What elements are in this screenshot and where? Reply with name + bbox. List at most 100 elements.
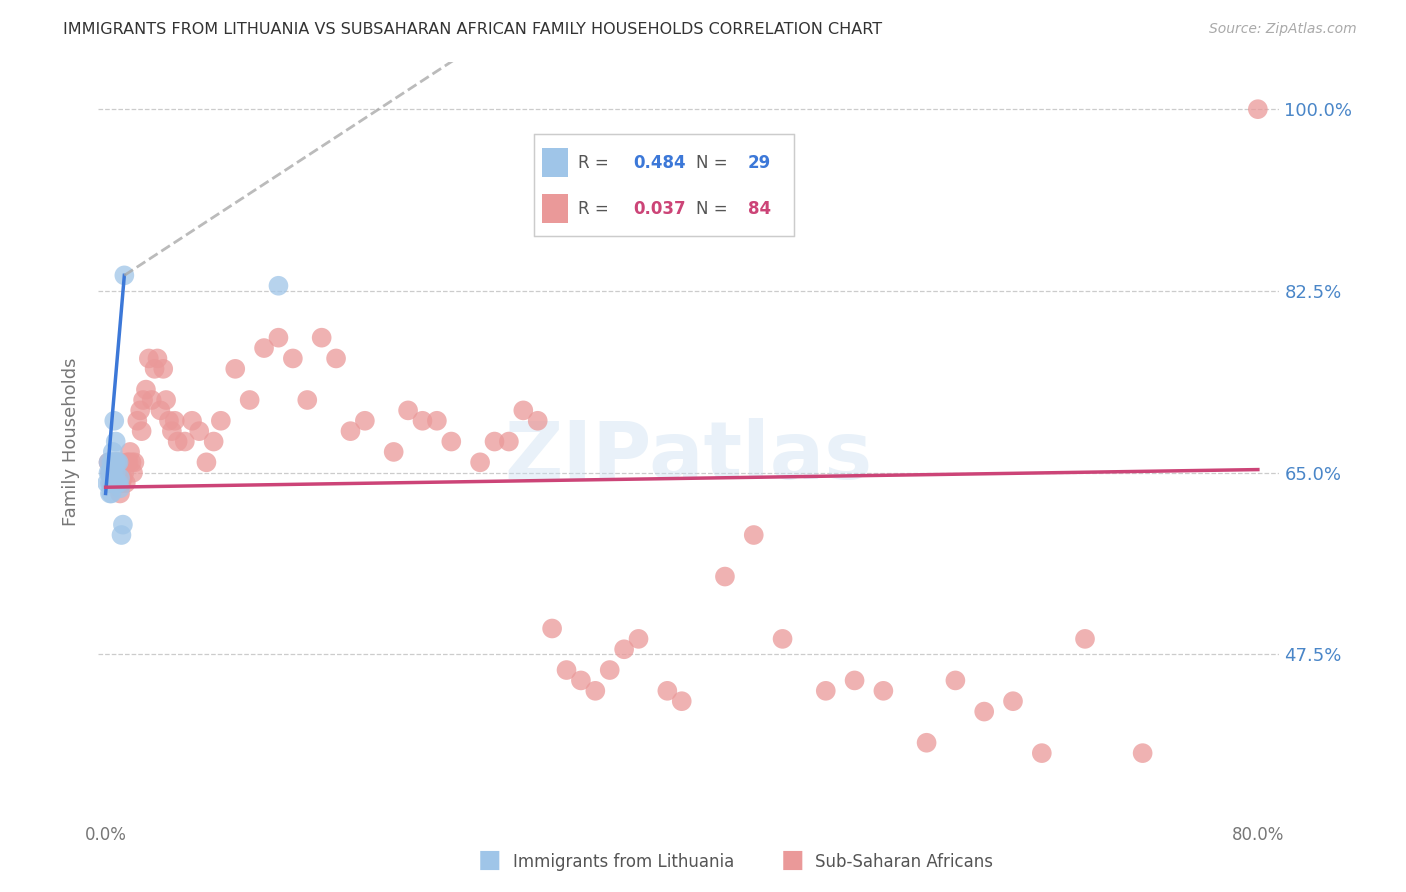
- Point: [101, 445, 124, 459]
- Point: [107, 455, 129, 469]
- Text: ZIPatlas: ZIPatlas: [505, 417, 873, 496]
- Point: [973, 705, 995, 719]
- Point: [100, 486, 122, 500]
- Point: [124, 455, 146, 469]
- Point: [627, 632, 650, 646]
- Point: [239, 392, 262, 407]
- Point: [104, 466, 127, 480]
- Point: [311, 331, 333, 345]
- Point: [98, 486, 121, 500]
- Text: N =: N =: [696, 200, 733, 218]
- Point: [101, 476, 124, 491]
- Point: [97, 466, 120, 480]
- Point: [97, 455, 120, 469]
- Text: R =: R =: [578, 153, 614, 171]
- Point: [671, 694, 693, 708]
- Point: [267, 278, 290, 293]
- Point: [120, 445, 142, 459]
- Text: 0.484: 0.484: [633, 153, 686, 171]
- Point: [122, 466, 145, 480]
- Point: [157, 414, 180, 428]
- Point: [526, 414, 548, 428]
- Point: [396, 403, 419, 417]
- Point: [281, 351, 304, 366]
- Point: [138, 351, 160, 366]
- Point: [253, 341, 276, 355]
- Point: [96, 476, 118, 491]
- Point: [1132, 746, 1154, 760]
- Point: [115, 455, 138, 469]
- Point: [166, 434, 188, 449]
- Point: [297, 392, 319, 407]
- Point: [112, 268, 135, 283]
- Point: [98, 466, 121, 480]
- Point: [512, 403, 534, 417]
- Point: [108, 486, 131, 500]
- Point: [155, 392, 177, 407]
- Point: [583, 683, 606, 698]
- Point: [114, 476, 136, 491]
- Text: R =: R =: [578, 200, 614, 218]
- Point: [103, 455, 125, 469]
- Text: 84: 84: [748, 200, 770, 218]
- Point: [104, 455, 127, 469]
- Point: [131, 424, 153, 438]
- Point: [1074, 632, 1097, 646]
- Point: [111, 517, 134, 532]
- Point: [107, 455, 129, 469]
- Point: [152, 361, 174, 376]
- Point: [103, 476, 125, 491]
- Point: [267, 331, 290, 345]
- Text: Immigrants from Lithuania: Immigrants from Lithuania: [513, 853, 734, 871]
- Point: [772, 632, 794, 646]
- Text: Source: ZipAtlas.com: Source: ZipAtlas.com: [1209, 22, 1357, 37]
- Point: [1247, 102, 1270, 116]
- Point: [101, 476, 124, 491]
- Point: [97, 455, 120, 469]
- Point: [98, 466, 121, 480]
- Point: [915, 736, 938, 750]
- Point: [555, 663, 578, 677]
- Point: [108, 471, 131, 485]
- Point: [103, 460, 125, 475]
- Point: [173, 434, 195, 449]
- Point: [105, 466, 128, 480]
- Text: Sub-Saharan Africans: Sub-Saharan Africans: [815, 853, 994, 871]
- Point: [599, 663, 621, 677]
- Point: [110, 528, 132, 542]
- Point: [135, 383, 157, 397]
- Point: [541, 622, 564, 636]
- Point: [945, 673, 967, 688]
- Text: ■: ■: [478, 848, 502, 872]
- Point: [105, 455, 128, 469]
- Point: [484, 434, 506, 449]
- Point: [613, 642, 636, 657]
- Point: [108, 481, 131, 495]
- Point: [1031, 746, 1053, 760]
- Point: [132, 392, 155, 407]
- Y-axis label: Family Households: Family Households: [62, 358, 80, 525]
- Text: 0.037: 0.037: [633, 200, 686, 218]
- Point: [107, 476, 129, 491]
- Point: [104, 455, 127, 469]
- Text: IMMIGRANTS FROM LITHUANIA VS SUBSAHARAN AFRICAN FAMILY HOUSEHOLDS CORRELATION CH: IMMIGRANTS FROM LITHUANIA VS SUBSAHARAN …: [63, 22, 883, 37]
- Point: [188, 424, 211, 438]
- Point: [426, 414, 449, 428]
- Point: [110, 476, 132, 491]
- Point: [440, 434, 463, 449]
- Point: [657, 683, 679, 698]
- Point: [127, 414, 149, 428]
- Point: [98, 476, 121, 491]
- Point: [354, 414, 377, 428]
- Point: [163, 414, 186, 428]
- Point: [149, 403, 172, 417]
- Bar: [543, 194, 568, 223]
- Point: [569, 673, 592, 688]
- Point: [129, 403, 152, 417]
- Point: [209, 414, 232, 428]
- Point: [143, 361, 166, 376]
- Point: [103, 414, 125, 428]
- Point: [146, 351, 169, 366]
- Point: [105, 476, 128, 491]
- Point: [814, 683, 837, 698]
